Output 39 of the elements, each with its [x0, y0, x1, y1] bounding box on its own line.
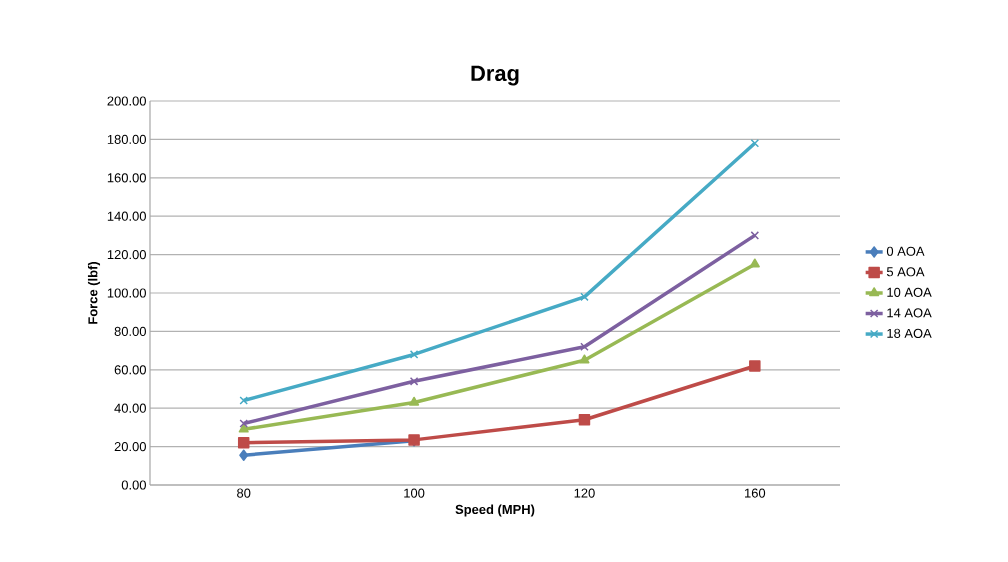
y-tick-label: 60.00: [114, 365, 146, 375]
y-axis-title: Force (lbf): [87, 261, 101, 324]
legend-label: 0 AOA: [886, 246, 925, 256]
y-tick-label: 80.00: [114, 326, 146, 336]
y-tick-label: 160.00: [107, 173, 146, 183]
legend-label: 14 AOA: [887, 308, 932, 318]
y-tick-label: 120.00: [107, 250, 146, 260]
point: [239, 449, 249, 461]
point: [239, 419, 248, 428]
x-tick-label: 100: [404, 488, 425, 498]
point: [238, 423, 249, 433]
point: [409, 396, 420, 406]
point: [750, 231, 760, 240]
x-axis-title: Speed (MPH): [455, 504, 535, 517]
point: [409, 350, 419, 359]
point: [749, 360, 761, 372]
y-tick-label: 100.00: [107, 288, 146, 298]
point: [409, 377, 419, 386]
x-tick-label: 120: [574, 488, 595, 498]
point: [749, 258, 760, 268]
point: [580, 342, 589, 352]
y-tick-label: 0.00: [121, 480, 146, 490]
legend-label: 10 AOA: [887, 287, 932, 297]
y-tick-label: 200.00: [107, 96, 146, 106]
point: [237, 437, 250, 449]
legend-label: 18 AOA: [887, 328, 932, 338]
point: [578, 413, 591, 426]
x-tick-label: 80: [237, 488, 251, 498]
point: [579, 354, 590, 364]
point: [750, 138, 760, 148]
point: [580, 292, 589, 302]
y-tick-label: 180.00: [107, 134, 146, 144]
point: [239, 396, 248, 405]
x-tick-label: 160: [745, 488, 766, 498]
y-tick-label: 20.00: [114, 442, 146, 452]
y-tick-label: 40.00: [114, 403, 146, 413]
legend-label: 5 AOA: [886, 267, 925, 277]
chart-title: Drag: [471, 65, 519, 86]
y-tick-label: 140.00: [107, 211, 146, 221]
